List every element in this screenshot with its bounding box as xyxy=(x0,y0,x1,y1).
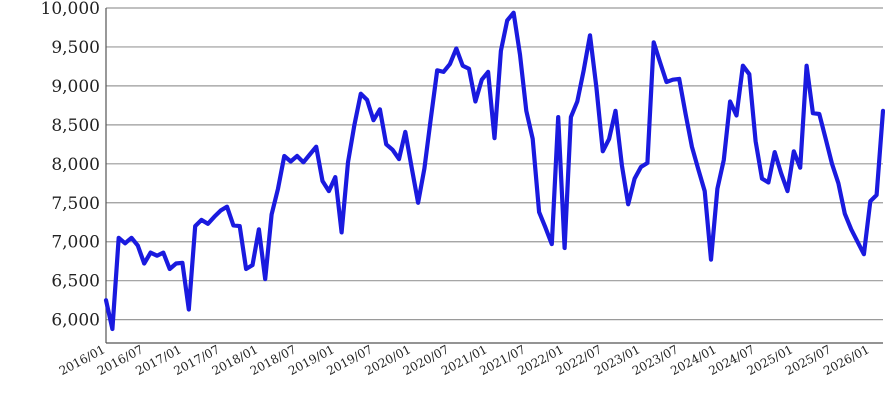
y-tick-label: 6,500 xyxy=(51,272,100,292)
y-tick-label: 8,500 xyxy=(51,116,100,136)
y-axis-tick-labels: 6,000 6,500 7,000 7,500 8,000 8,500 9,000 9,500… xyxy=(41,0,100,331)
y-tick-label: 7,500 xyxy=(51,194,100,214)
series-layer xyxy=(103,10,885,332)
gridlines xyxy=(106,7,883,321)
x-axis-tick-labels: 2016/012016/072017/012017/072018/012018/… xyxy=(57,342,872,378)
y-tick-label: 9,000 xyxy=(51,77,100,97)
y-tick-label: 6,000 xyxy=(51,311,100,331)
series-line xyxy=(103,10,885,332)
axes xyxy=(105,8,883,344)
y-tick-label: 8,000 xyxy=(51,155,100,175)
y-tick-label: 9,500 xyxy=(51,38,100,58)
y-tick-label: 7,000 xyxy=(51,233,100,253)
y-tick-label: 10,000 xyxy=(41,0,100,19)
